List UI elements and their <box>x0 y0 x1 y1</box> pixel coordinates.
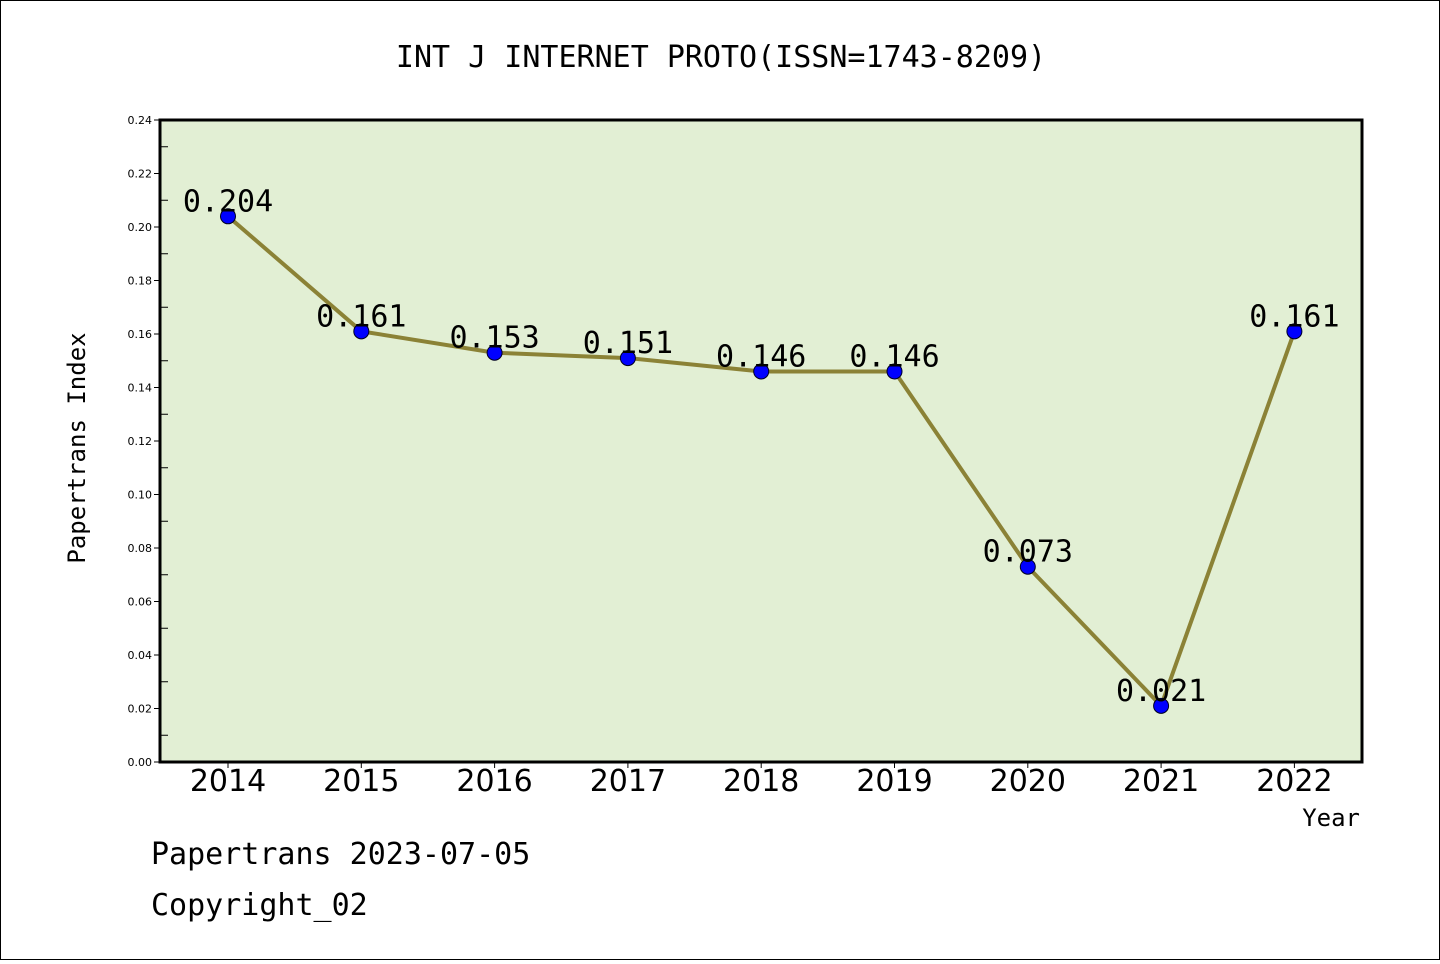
y-tick-label: 0.20 <box>128 221 153 234</box>
x-tick-label: 2021 <box>1123 764 1199 799</box>
plot-area <box>158 118 1364 764</box>
x-tick-label: 2015 <box>323 764 399 799</box>
x-tick-label: 2014 <box>190 764 266 799</box>
data-point <box>1286 323 1303 340</box>
y-tick-label: 0.14 <box>128 382 153 395</box>
data-label: 0.146 <box>716 339 806 374</box>
data-label: 0.146 <box>849 339 939 374</box>
data-point <box>353 323 370 340</box>
y-tick-label: 0.02 <box>128 703 153 716</box>
data-point <box>753 363 770 380</box>
x-tick-label: 2018 <box>723 764 799 799</box>
y-axis: 0.00 0.02 0.04 0.06 0.08 0.10 0.12 0.14 0.16 0.18… <box>128 114 168 769</box>
data-label: 0.153 <box>449 321 539 356</box>
y-tick-label: 0.22 <box>128 168 153 181</box>
series-line <box>220 208 1303 714</box>
x-tick-label: 2019 <box>856 764 932 799</box>
x-tick-label: 2022 <box>1256 764 1332 799</box>
y-tick-label: 0.00 <box>128 756 153 769</box>
chart-title: INT J INTERNET PROTO(ISSN=1743-8209) <box>396 40 1046 75</box>
data-labels: 0.204 0.161 0.153 0.151 0.146 0.146 0.073 0.021… <box>183 184 1340 709</box>
y-tick-label: 0.18 <box>128 275 153 288</box>
data-point <box>1153 697 1170 714</box>
y-tick-label: 0.12 <box>128 435 153 448</box>
y-tick-label: 0.16 <box>128 328 153 341</box>
data-point <box>486 344 503 361</box>
y-tick-label: 0.24 <box>128 114 153 127</box>
data-label: 0.161 <box>316 299 406 334</box>
y-tick-label: 0.10 <box>128 489 153 502</box>
x-tick-label: 2020 <box>990 764 1066 799</box>
x-tick-label: 2017 <box>590 764 666 799</box>
data-point <box>220 208 236 225</box>
y-tick-label: 0.08 <box>128 542 153 555</box>
data-label: 0.021 <box>1116 674 1206 709</box>
data-label: 0.204 <box>183 184 273 219</box>
data-point <box>619 350 636 367</box>
footer-copyright: Copyright_02 <box>151 888 368 923</box>
footer-date: Papertrans 2023-07-05 <box>151 837 530 872</box>
y-tick-label: 0.04 <box>128 649 153 662</box>
data-label: 0.151 <box>583 326 673 361</box>
x-axis: 2014 2015 2016 2017 2018 2019 2020 2021 2022 <box>190 762 1333 799</box>
data-label: 0.073 <box>983 535 1073 570</box>
x-axis-label: Year <box>1302 804 1360 832</box>
data-label: 0.161 <box>1249 299 1339 334</box>
y-axis-label: Papertrans Index <box>63 332 91 563</box>
data-point <box>886 363 903 380</box>
data-point <box>1019 558 1036 575</box>
y-tick-label: 0.06 <box>128 596 153 609</box>
x-tick-label: 2016 <box>456 764 532 799</box>
